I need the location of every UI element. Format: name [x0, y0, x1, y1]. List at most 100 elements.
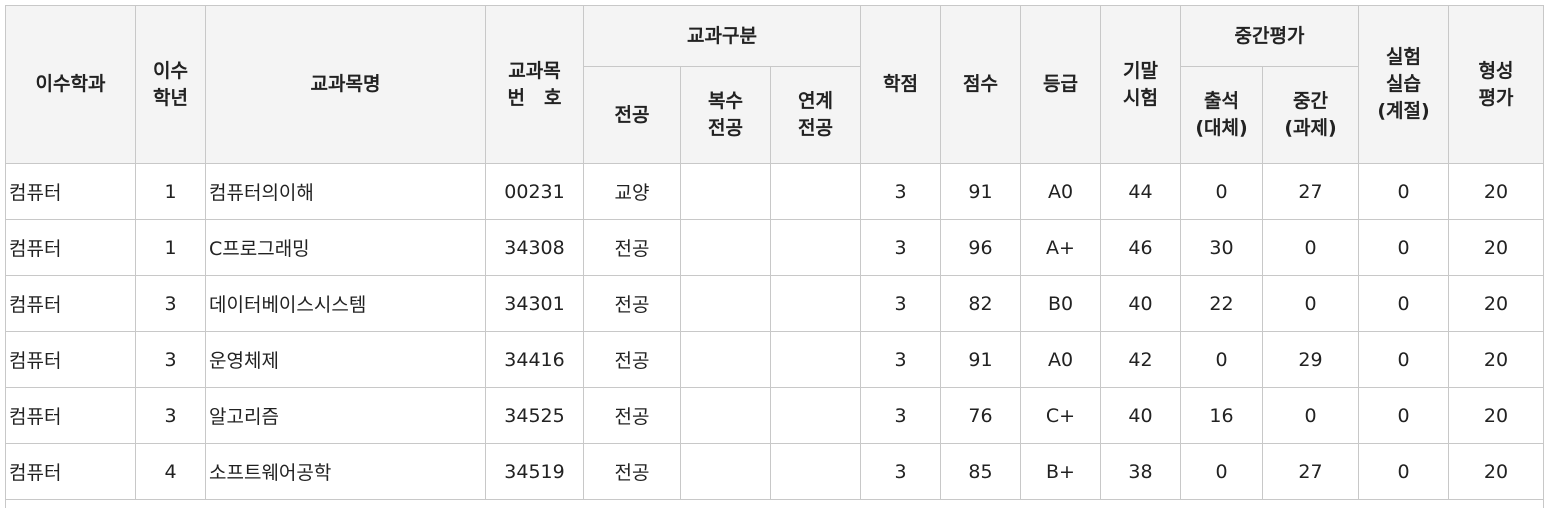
- table-header: 이수학과 이수 학년 교과목명 교과목 번 호 교과구분 학점 점수 등급 기말…: [5, 5, 1545, 164]
- cell-formative: 20: [1448, 275, 1545, 332]
- cell-midterm: 0: [1261, 387, 1360, 444]
- cell-score: 91: [940, 331, 1021, 388]
- cell-major: 전공: [583, 443, 681, 500]
- cell-linked-major: [770, 219, 861, 276]
- cell-double-major: [680, 275, 771, 332]
- cell-major: 전공: [583, 387, 681, 444]
- cell-final: 40: [1100, 275, 1181, 332]
- cell-lab: 0: [1358, 331, 1450, 388]
- cell-grade: B0: [1020, 275, 1101, 332]
- cell-score: 91: [940, 163, 1021, 220]
- header-attendance-text: 출석 (대체): [1195, 90, 1248, 139]
- cell-formative: 20: [1448, 331, 1545, 388]
- cell-formative: 20: [1448, 443, 1545, 500]
- cell-linked-major: [770, 275, 861, 332]
- cell-course-name: C프로그래밍: [205, 219, 486, 276]
- header-category: 교과구분: [583, 5, 861, 67]
- cell-final: 44: [1100, 163, 1181, 220]
- cell-lab: 0: [1358, 163, 1450, 220]
- cell-credit: 3: [860, 443, 941, 500]
- cell-credit: 3: [860, 331, 941, 388]
- header-final-text: 기말 시험: [1123, 59, 1158, 109]
- cell-midterm: 27: [1261, 163, 1360, 220]
- cell-grade: A0: [1020, 163, 1101, 220]
- header-final: 기말 시험: [1100, 5, 1181, 164]
- cell-major: 전공: [583, 219, 681, 276]
- cell-final: 40: [1100, 387, 1181, 444]
- cell-dept: 컴퓨터: [5, 387, 136, 444]
- cell-attendance: 30: [1180, 219, 1263, 276]
- table-row: 컴퓨터 3 운영체제 34416 전공 3 91 A0 42 0 29 0 20: [5, 331, 1545, 388]
- cell-attendance: 16: [1180, 387, 1263, 444]
- header-major: 전공: [583, 66, 681, 164]
- cell-course-no: 34519: [485, 443, 584, 500]
- header-major-text: 전공: [614, 103, 650, 126]
- cell-final: 46: [1100, 219, 1181, 276]
- cell-double-major: [680, 163, 771, 220]
- header-attendance: 출석 (대체): [1180, 66, 1263, 164]
- cell-midterm: 29: [1261, 331, 1360, 388]
- table-row-empty: [4, 499, 1545, 508]
- cell-formative: 20: [1448, 219, 1545, 276]
- cell-grade: A+: [1020, 219, 1101, 276]
- header-midterm: 중간평가: [1179, 5, 1360, 67]
- cell-dept: 컴퓨터: [5, 331, 136, 388]
- cell-course-no: 34301: [485, 275, 584, 332]
- header-lab-text: 실험 실습 (계절): [1377, 46, 1430, 122]
- cell-course-no: 34525: [485, 387, 584, 444]
- cell-year: 4: [135, 443, 206, 500]
- cell-major: 전공: [583, 331, 681, 388]
- table-row: 컴퓨터 4 소프트웨어공학 34519 전공 3 85 B+ 38 0 27 0…: [5, 443, 1545, 500]
- header-double-major-text: 복수 전공: [708, 90, 743, 139]
- cell-credit: 3: [860, 275, 941, 332]
- header-course-name: 교과목명: [205, 5, 486, 164]
- cell-credit: 3: [860, 163, 941, 220]
- cell-dept: 컴퓨터: [5, 275, 136, 332]
- header-score: 점수: [940, 5, 1021, 164]
- cell-dept: 컴퓨터: [5, 219, 136, 276]
- cell-lab: 0: [1358, 275, 1450, 332]
- header-midterm-assignment-text: 중간 (과제): [1284, 90, 1337, 139]
- cell-double-major: [680, 219, 771, 276]
- cell-score: 76: [940, 387, 1021, 444]
- header-dept: 이수학과: [5, 5, 136, 164]
- empty-cell: [4, 499, 1545, 508]
- cell-course-name: 소프트웨어공학: [205, 443, 486, 500]
- table-row: 컴퓨터 3 데이터베이스시스템 34301 전공 3 82 B0 40 22 0…: [5, 275, 1545, 332]
- cell-dept: 컴퓨터: [5, 443, 136, 500]
- cell-final: 42: [1100, 331, 1181, 388]
- cell-course-name: 운영체제: [205, 331, 486, 388]
- header-lab: 실험 실습 (계절): [1358, 5, 1450, 164]
- header-midterm-assignment: 중간 (과제): [1261, 66, 1360, 164]
- grades-table: 이수학과 이수 학년 교과목명 교과목 번 호 교과구분 학점 점수 등급 기말…: [4, 5, 1545, 508]
- cell-grade: A0: [1020, 331, 1101, 388]
- table-body: 컴퓨터 1 컴퓨터의이해 00231 교양 3 91 A0 44 0 27 0 …: [4, 163, 1545, 508]
- cell-linked-major: [770, 163, 861, 220]
- cell-major: 전공: [583, 275, 681, 332]
- cell-major: 교양: [583, 163, 681, 220]
- cell-double-major: [680, 331, 771, 388]
- cell-grade: B+: [1020, 443, 1101, 500]
- cell-lab: 0: [1358, 219, 1450, 276]
- cell-course-name: 컴퓨터의이해: [205, 163, 486, 220]
- cell-year: 3: [135, 387, 206, 444]
- header-year: 이수 학년: [135, 5, 206, 164]
- table-row: 컴퓨터 3 알고리즘 34525 전공 3 76 C+ 40 16 0 0 20: [5, 387, 1545, 444]
- header-credit: 학점: [860, 5, 941, 164]
- cell-year: 3: [135, 275, 206, 332]
- cell-linked-major: [770, 443, 861, 500]
- cell-course-no: 34308: [485, 219, 584, 276]
- cell-dept: 컴퓨터: [5, 163, 136, 220]
- cell-linked-major: [770, 331, 861, 388]
- cell-double-major: [680, 387, 771, 444]
- cell-year: 3: [135, 331, 206, 388]
- cell-formative: 20: [1448, 387, 1545, 444]
- cell-course-no: 34416: [485, 331, 584, 388]
- cell-score: 82: [940, 275, 1021, 332]
- cell-formative: 20: [1448, 163, 1545, 220]
- cell-score: 85: [940, 443, 1021, 500]
- header-linked-major: 연계 전공: [770, 66, 861, 164]
- header-formative: 형성 평가: [1448, 5, 1545, 164]
- header-year-text: 이수 학년: [153, 59, 188, 109]
- table-row: 컴퓨터 1 컴퓨터의이해 00231 교양 3 91 A0 44 0 27 0 …: [5, 163, 1545, 220]
